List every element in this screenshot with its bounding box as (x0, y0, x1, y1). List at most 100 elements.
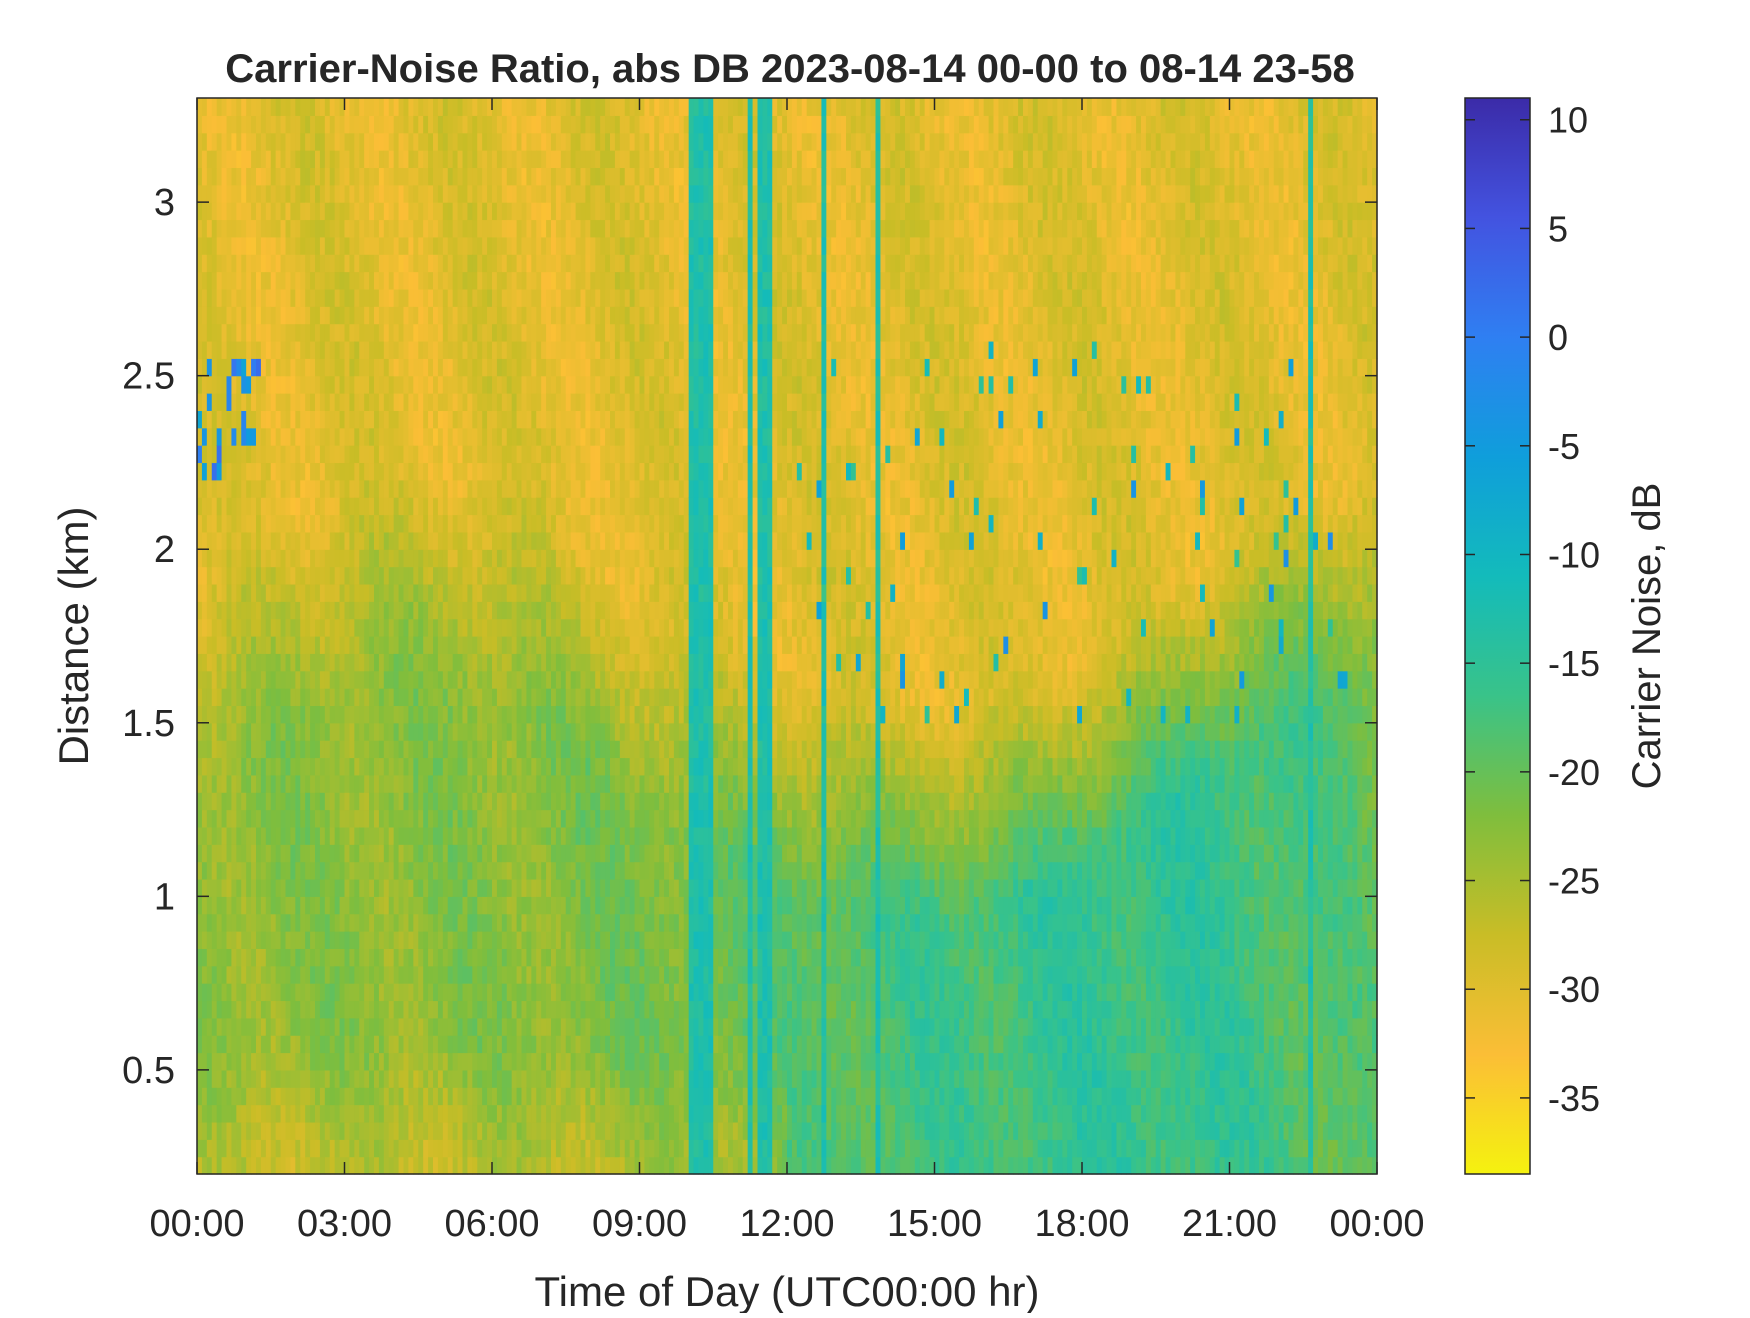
heatmap-cell (403, 462, 410, 481)
heatmap-cell (546, 202, 552, 221)
heatmap-cell (359, 150, 365, 169)
heatmap-cell (560, 184, 567, 203)
heatmap-cell (516, 913, 523, 932)
heatmap-cell (452, 844, 459, 863)
heatmap-cell (472, 497, 478, 516)
heatmap-cell (501, 184, 508, 203)
heatmap-cell (546, 618, 552, 637)
heatmap-cell (560, 1104, 567, 1123)
heatmap-cell (511, 549, 518, 568)
heatmap-cell (551, 774, 557, 793)
heatmap-cell (339, 1017, 346, 1036)
heatmap-cell (221, 323, 228, 342)
heatmap-cell (197, 462, 203, 481)
heatmap-cell (270, 358, 277, 377)
heatmap-cell (551, 167, 557, 186)
heatmap-cell (378, 826, 385, 845)
heatmap-cell (516, 896, 523, 915)
heatmap-cell (256, 202, 262, 221)
heatmap-cell (575, 306, 582, 325)
heatmap-cell (590, 896, 596, 915)
heatmap-cell (256, 948, 262, 967)
heatmap-cell (383, 931, 390, 949)
heatmap-cell (487, 931, 493, 949)
heatmap-cell (201, 878, 208, 897)
heatmap-cell (295, 306, 301, 325)
heatmap-cell (477, 931, 483, 949)
heatmap-cell (319, 132, 326, 151)
heatmap-cell (506, 271, 513, 290)
heatmap-cell (270, 115, 277, 134)
heatmap-cell (555, 132, 562, 151)
heatmap-cell (354, 306, 360, 325)
heatmap-cell (206, 1069, 213, 1088)
heatmap-cell (423, 844, 429, 863)
heatmap-cell (585, 774, 591, 793)
heatmap-cell (305, 115, 311, 134)
heatmap-cell (413, 636, 419, 654)
heatmap-cell (339, 1052, 346, 1071)
heatmap-cell (413, 132, 419, 151)
heatmap-cell (216, 271, 223, 290)
heatmap-cell (364, 757, 370, 776)
heatmap-cell (496, 115, 503, 134)
heatmap-cell (565, 826, 572, 845)
heatmap-cell (251, 393, 257, 411)
heatmap-cell (280, 549, 287, 568)
heatmap-cell (290, 115, 296, 134)
heatmap-cell (428, 219, 434, 238)
heatmap-cell (305, 670, 311, 689)
heatmap-cell (437, 219, 444, 238)
heatmap-cell (506, 896, 513, 915)
heatmap-cell (501, 427, 508, 446)
heatmap-cell (260, 1000, 267, 1019)
heatmap-cell (423, 583, 429, 602)
heatmap-cell (383, 861, 390, 880)
heatmap-cell (457, 497, 464, 516)
heatmap-cell (256, 583, 262, 602)
heatmap-cell (496, 531, 503, 550)
heatmap-cell (241, 688, 247, 707)
heatmap-cell (496, 393, 503, 411)
heatmap-cell (285, 254, 292, 273)
heatmap-cell (531, 393, 537, 411)
heatmap-cell (319, 115, 326, 134)
heatmap-cell (428, 913, 434, 932)
heatmap-cell (295, 601, 301, 620)
heatmap-cell (442, 306, 449, 325)
heatmap-cell (560, 740, 567, 759)
heatmap-cell (551, 1104, 557, 1123)
heatmap-cell (496, 774, 503, 793)
heatmap-cell (310, 948, 316, 967)
heatmap-cell (270, 497, 277, 516)
heatmap-cell (428, 254, 434, 273)
heatmap-cell (575, 774, 582, 793)
heatmap-cell (388, 98, 395, 116)
heatmap-cell (403, 150, 410, 169)
heatmap-cell (496, 202, 503, 221)
heatmap-cell (339, 913, 346, 932)
heatmap-cell (246, 670, 252, 689)
heatmap-cell (496, 184, 503, 203)
heatmap-cell (487, 844, 493, 863)
heatmap-cell (575, 549, 582, 568)
heatmap-cell (374, 1121, 380, 1140)
heatmap-cell (275, 913, 282, 932)
heatmap-cell (516, 601, 523, 620)
heatmap-cell (201, 965, 208, 984)
heatmap-cell (231, 132, 237, 151)
heatmap-cell (531, 931, 537, 949)
heatmap-cell (280, 219, 287, 238)
heatmap-cell (211, 1069, 218, 1088)
heatmap-cell (487, 514, 493, 533)
heatmap-cell (447, 358, 454, 377)
heatmap-cell (290, 1121, 296, 1140)
heatmap-cell (226, 636, 233, 654)
heatmap-cell (319, 254, 326, 273)
heatmap-cell (457, 1121, 464, 1140)
heatmap-cell (570, 184, 577, 203)
heatmap-cell (585, 583, 591, 602)
heatmap-cell (580, 323, 587, 342)
heatmap-cell (295, 1087, 301, 1106)
heatmap-cell (374, 462, 380, 481)
